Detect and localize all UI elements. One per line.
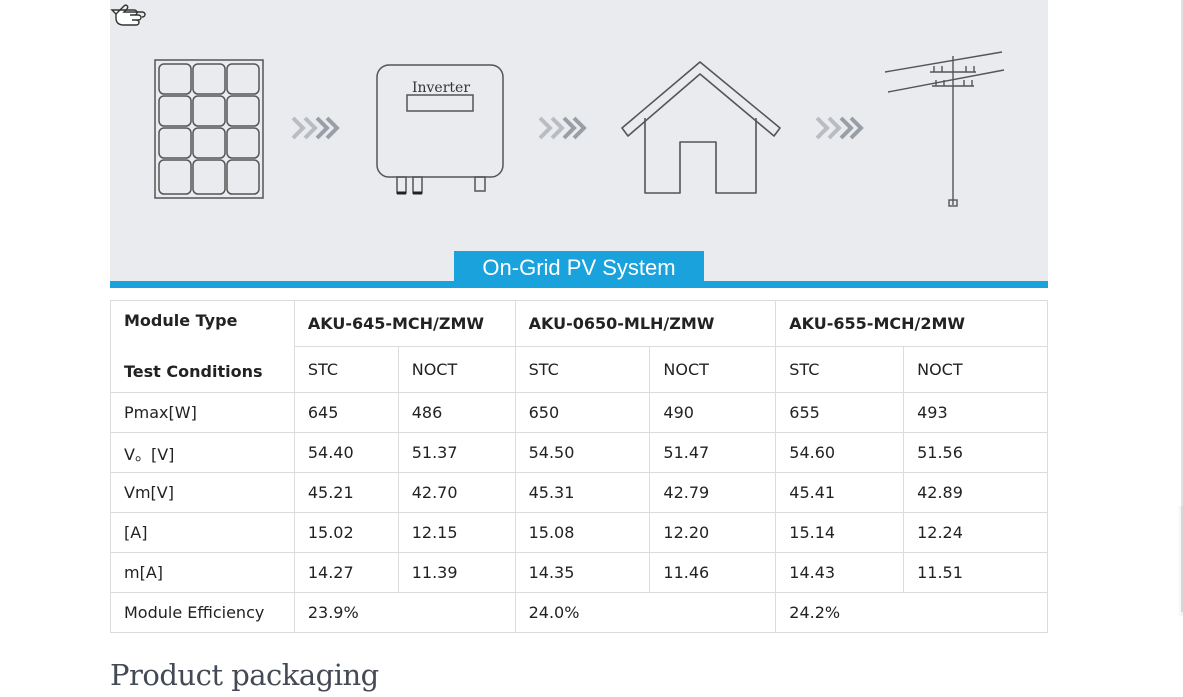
model-header: AKU-645-MCH/ZMW: [293, 300, 516, 347]
table-cell: 54.60: [775, 432, 905, 473]
pointing-hand-icon: [110, 4, 146, 26]
table-cell: 655: [775, 392, 905, 433]
test-conditions-label: Test Conditions: [124, 362, 263, 381]
row-label: V。[V]: [110, 432, 295, 473]
table-cell: 486: [397, 392, 516, 433]
table-cell: 11.39: [397, 552, 516, 593]
table-cell: 14.43: [775, 552, 905, 593]
inverter-label: Inverter: [412, 80, 470, 96]
spec-table: Module Type Test Conditions AKU-645-MCH/…: [110, 300, 1048, 633]
table-header-row: Module Type Test Conditions AKU-645-MCH/…: [110, 300, 1048, 393]
table-cell: 42.79: [649, 472, 777, 513]
condition-cell: NOCT: [397, 346, 516, 393]
table-cell: 14.35: [514, 552, 651, 593]
module-type-label: Module Type: [124, 311, 238, 330]
solar-panel-icon: [154, 59, 264, 199]
condition-cell: STC: [293, 346, 399, 393]
table-cell: 12.24: [903, 512, 1048, 553]
condition-cell: NOCT: [649, 346, 777, 393]
banner-title: On-Grid PV System: [454, 251, 704, 281]
condition-cell: STC: [775, 346, 905, 393]
table-cell: 45.41: [775, 472, 905, 513]
table-cell: 12.20: [649, 512, 777, 553]
table-cell: 15.02: [293, 512, 399, 553]
flow-arrow-icon: [538, 116, 587, 140]
row-label: Pmax[W]: [110, 392, 295, 433]
table-cell: 493: [903, 392, 1048, 433]
side-panel-edge: [1177, 506, 1183, 616]
condition-cell: STC: [514, 346, 651, 393]
table-cell: 15.14: [775, 512, 905, 553]
efficiency-cell: 23.9%: [293, 592, 516, 633]
banner-underline: [110, 281, 1048, 288]
flow-arrow-icon: [815, 116, 864, 140]
utility-pole-icon: [884, 51, 1005, 207]
table-cell: 42.70: [397, 472, 516, 513]
model-header: AKU-655-MCH/2MW: [775, 300, 1048, 347]
table-cell: 650: [514, 392, 651, 433]
section-heading: Product packaging: [110, 658, 379, 692]
efficiency-cell: 24.0%: [514, 592, 777, 633]
table-cell: 490: [649, 392, 777, 433]
table-cell: 11.46: [649, 552, 777, 593]
table-cell: 11.51: [903, 552, 1048, 593]
table-cell: 45.31: [514, 472, 651, 513]
table-row: Vm[V] 45.21 42.70 45.31 42.79 45.41 42.8…: [110, 472, 1048, 513]
table-cell: 12.15: [397, 512, 516, 553]
table-cell: 54.50: [514, 432, 651, 473]
table-cell: 54.40: [293, 432, 399, 473]
table-cell: 51.56: [903, 432, 1048, 473]
table-row: V。[V] 54.40 51.37 54.50 51.47 54.60 51.5…: [110, 432, 1048, 473]
scrollbar-track[interactable]: [1181, 0, 1183, 612]
row-label: Module Efficiency: [110, 592, 295, 633]
table-row: Pmax[W] 645 486 650 490 655 493: [110, 392, 1048, 433]
table-row: m[A] 14.27 11.39 14.35 11.46 14.43 11.51: [110, 552, 1048, 593]
table-cell: 42.89: [903, 472, 1048, 513]
table-cell: 51.47: [649, 432, 777, 473]
table-cell: 15.08: [514, 512, 651, 553]
model-header: AKU-0650-MLH/ZMW: [514, 300, 777, 347]
efficiency-cell: 24.2%: [775, 592, 1048, 633]
row-label: m[A]: [110, 552, 295, 593]
efficiency-row: Module Efficiency 23.9% 24.0% 24.2%: [110, 592, 1048, 633]
row-label: Vm[V]: [110, 472, 295, 513]
table-row: [A] 15.02 12.15 15.08 12.20 15.14 12.24: [110, 512, 1048, 553]
table-cell: 14.27: [293, 552, 399, 593]
table-cell: 45.21: [293, 472, 399, 513]
row-label: [A]: [110, 512, 295, 553]
house-icon: [621, 61, 781, 194]
row-header-cell: Module Type Test Conditions: [110, 300, 295, 393]
table-cell: 51.37: [397, 432, 516, 473]
condition-cell: NOCT: [903, 346, 1048, 393]
on-grid-pv-diagram: Inverter: [110, 0, 1048, 288]
table-cell: 645: [293, 392, 399, 433]
pv-flow-illustration: Inverter: [154, 51, 1005, 207]
flow-arrow-icon: [291, 116, 340, 140]
inverter-icon: [376, 64, 504, 195]
